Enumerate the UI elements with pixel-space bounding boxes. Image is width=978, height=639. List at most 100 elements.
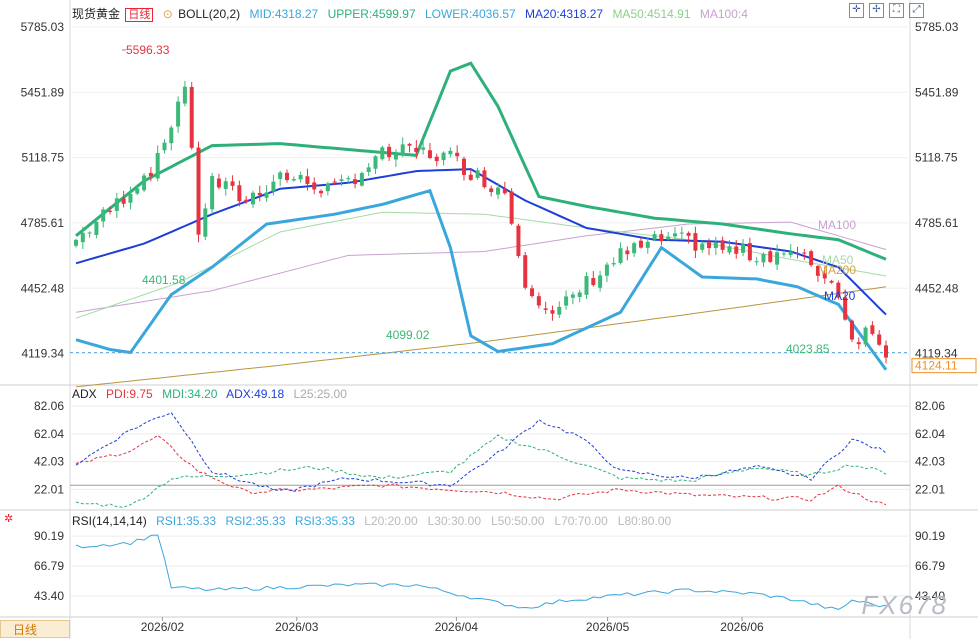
candle[interactable] [319, 189, 324, 198]
candle[interactable] [189, 82, 194, 150]
candle[interactable] [734, 240, 739, 259]
candle[interactable] [223, 177, 228, 196]
candle[interactable] [863, 325, 868, 348]
candle[interactable] [564, 290, 569, 310]
candle[interactable] [135, 184, 140, 196]
candle[interactable] [169, 125, 174, 151]
candle[interactable] [843, 289, 848, 321]
candle[interactable] [257, 185, 262, 202]
candle[interactable] [216, 173, 221, 190]
candle[interactable] [509, 188, 514, 226]
candle[interactable] [407, 142, 412, 153]
candle[interactable] [659, 229, 664, 246]
candle[interactable] [80, 226, 85, 249]
candle[interactable] [380, 145, 385, 161]
candle[interactable] [182, 80, 187, 107]
candle[interactable] [652, 230, 657, 241]
period-tag[interactable]: 日线 [125, 8, 154, 22]
candle[interactable] [400, 137, 405, 158]
candle[interactable] [884, 340, 888, 364]
candle[interactable] [795, 246, 800, 259]
candle[interactable] [570, 291, 575, 305]
candle[interactable] [836, 280, 841, 300]
candle[interactable] [155, 145, 160, 182]
candle[interactable] [421, 141, 426, 155]
candle[interactable] [666, 231, 671, 241]
candlesticks[interactable] [74, 80, 888, 364]
candle[interactable] [557, 301, 562, 319]
candle[interactable] [829, 279, 834, 284]
candle[interactable] [339, 174, 344, 186]
candle[interactable] [203, 203, 208, 240]
candle[interactable] [802, 248, 807, 260]
candle[interactable] [87, 231, 92, 238]
candle[interactable] [414, 140, 419, 159]
candle[interactable] [312, 177, 317, 195]
candle[interactable] [346, 175, 351, 184]
candle[interactable] [210, 172, 215, 215]
candle[interactable] [849, 319, 854, 343]
candle[interactable] [448, 147, 453, 158]
candle[interactable] [577, 289, 582, 303]
candle[interactable] [176, 96, 181, 133]
settings-icon[interactable]: ⊙ [162, 7, 173, 21]
candle[interactable] [645, 237, 650, 254]
candle[interactable] [679, 226, 684, 239]
rsi-settings-icon[interactable]: ✲ [4, 513, 14, 525]
candle[interactable] [230, 175, 235, 191]
candle[interactable] [250, 190, 255, 208]
candle[interactable] [632, 241, 637, 257]
candle[interactable] [393, 149, 398, 168]
candle[interactable] [196, 141, 201, 243]
candle[interactable] [387, 143, 392, 162]
candle[interactable] [353, 173, 358, 189]
candle[interactable] [856, 337, 861, 350]
candle[interactable] [502, 181, 507, 195]
candle[interactable] [162, 139, 167, 154]
candle[interactable] [707, 238, 712, 256]
candle[interactable] [461, 156, 466, 181]
candle[interactable] [366, 163, 371, 177]
candle[interactable] [121, 190, 126, 208]
candle[interactable] [373, 155, 378, 174]
candle[interactable] [713, 236, 718, 255]
candle[interactable] [768, 248, 773, 263]
candle[interactable] [638, 237, 643, 249]
candle[interactable] [618, 242, 623, 265]
candle[interactable] [611, 257, 616, 267]
candle[interactable] [271, 174, 276, 196]
candle[interactable] [598, 270, 603, 292]
candle[interactable] [496, 182, 501, 200]
candle[interactable] [128, 186, 133, 210]
candle[interactable] [305, 168, 310, 191]
candle[interactable] [693, 226, 698, 259]
candle[interactable] [244, 196, 249, 204]
candle[interactable] [278, 170, 283, 187]
candle[interactable] [870, 321, 875, 336]
crosshair-icon[interactable]: ✢ [869, 3, 884, 18]
expand-icon[interactable]: ⤢ [909, 3, 924, 18]
candle[interactable] [237, 180, 242, 207]
candle[interactable] [101, 206, 106, 228]
candle[interactable] [686, 231, 691, 244]
candle[interactable] [781, 250, 786, 257]
candle[interactable] [672, 227, 677, 241]
candle[interactable] [741, 239, 746, 257]
candle[interactable] [530, 285, 535, 298]
candle[interactable] [747, 237, 752, 262]
candle[interactable] [142, 173, 147, 193]
candle[interactable] [550, 305, 555, 321]
candle[interactable] [536, 292, 541, 309]
candle[interactable] [298, 171, 303, 183]
candle[interactable] [332, 178, 337, 186]
candle[interactable] [727, 239, 732, 255]
candle[interactable] [285, 169, 290, 183]
candle[interactable] [754, 257, 759, 266]
period-tab[interactable]: 日线 [0, 620, 70, 638]
candle[interactable] [264, 185, 269, 202]
candle[interactable] [74, 238, 78, 248]
candle[interactable] [441, 151, 446, 166]
candle[interactable] [761, 252, 766, 267]
candle[interactable] [468, 168, 473, 182]
